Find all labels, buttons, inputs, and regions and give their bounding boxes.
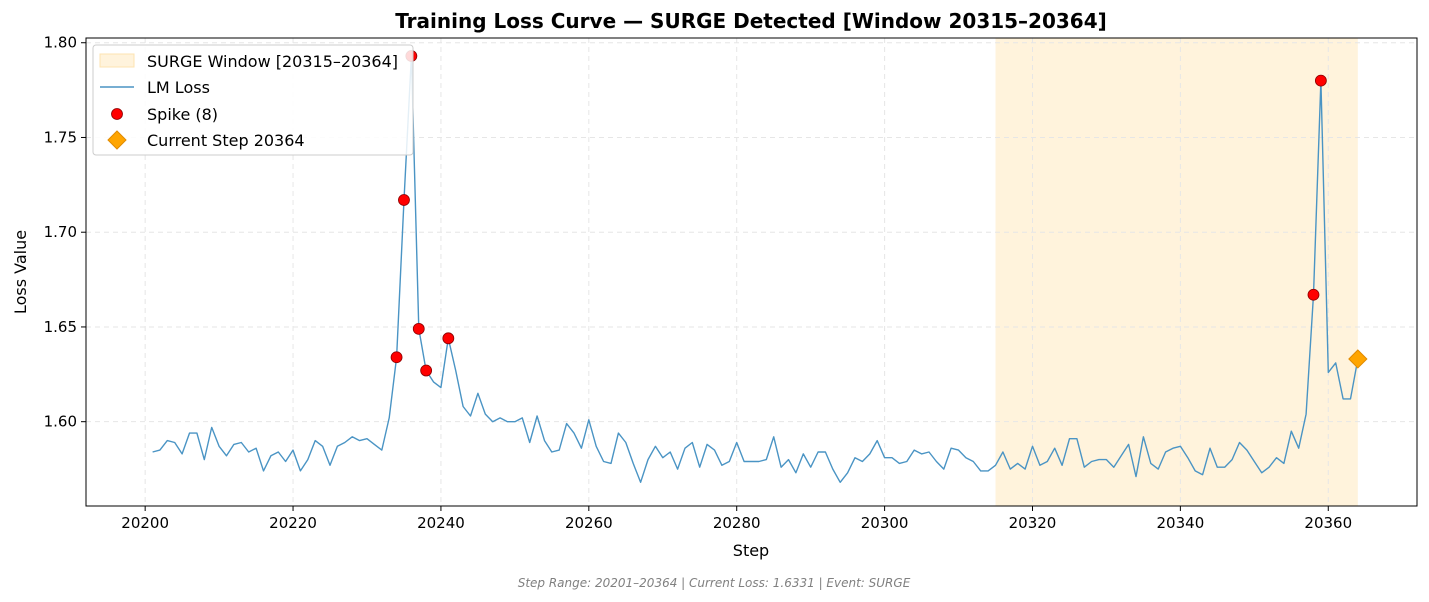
spike-marker <box>442 332 455 345</box>
y-tick-label: 1.70 <box>44 223 77 241</box>
y-tick-label: 1.75 <box>44 128 77 146</box>
x-tick-label: 20280 <box>713 514 761 532</box>
y-tick-label: 1.65 <box>44 318 77 336</box>
plot-frame <box>85 37 1418 507</box>
legend-box <box>92 44 414 156</box>
x-tick-label: 20320 <box>1009 514 1057 532</box>
y-tick-label: 1.80 <box>44 34 77 52</box>
marker-layer <box>390 50 1368 377</box>
loss-line-layer <box>152 55 1359 483</box>
x-tick-label: 20360 <box>1304 514 1352 532</box>
x-tick-label: 20240 <box>417 514 465 532</box>
x-tick-label: 20220 <box>269 514 317 532</box>
x-axis-label: Step <box>733 541 769 560</box>
x-tick-label: 20340 <box>1157 514 1205 532</box>
legend: SURGE Window [20315–20364] LM Loss Spike… <box>92 44 414 156</box>
x-tick-label: 20300 <box>861 514 909 532</box>
chart-footer: Step Range: 20201–20364 | Current Loss: … <box>518 576 911 590</box>
spike-marker <box>412 322 425 335</box>
surge-window-band <box>995 38 1358 506</box>
x-axis-ticks: 20200 20220 20240 20260 20280 20300 20320 20340… <box>121 506 1352 532</box>
legend-current-label: Current Step 20364 <box>147 131 305 150</box>
spike-marker <box>398 194 410 206</box>
spike-marker <box>1307 288 1320 301</box>
y-tick-label: 1.60 <box>44 413 77 431</box>
y-axis-ticks: 1.60 1.65 1.70 1.75 1.80 <box>44 34 86 431</box>
y-axis-label: Loss Value <box>11 230 30 314</box>
spike-marker <box>1314 74 1327 87</box>
legend-current-marker <box>107 130 127 150</box>
spike-marker <box>420 364 433 377</box>
current-step-marker <box>1348 349 1368 369</box>
legend-spike-label: Spike (8) <box>147 105 218 124</box>
x-tick-label: 20260 <box>565 514 613 532</box>
legend-surge-label: SURGE Window [20315–20364] <box>147 52 398 71</box>
x-tick-label: 20200 <box>121 514 169 532</box>
surge-window-band-layer <box>995 38 1358 506</box>
spike-marker <box>390 351 403 364</box>
legend-surge-swatch <box>99 53 135 68</box>
loss-line <box>152 55 1359 483</box>
legend-spike-marker <box>111 108 123 120</box>
chart-title: Training Loss Curve — SURGE Detected [Wi… <box>395 9 1107 33</box>
legend-loss-label: LM Loss <box>147 78 210 97</box>
grid-lines <box>86 38 1417 506</box>
